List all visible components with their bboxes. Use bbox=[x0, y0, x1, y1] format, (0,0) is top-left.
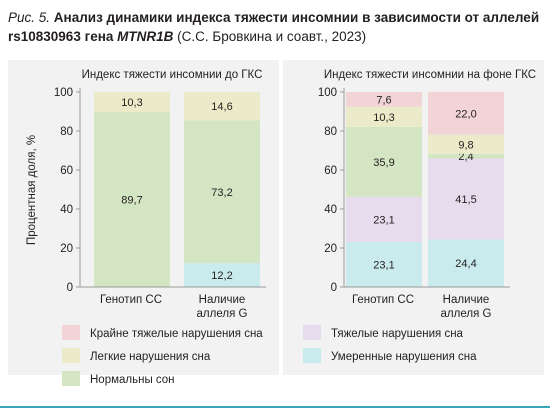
figure-title-text: Анализ динамики индекса тяжести инсомнии… bbox=[53, 10, 540, 25]
legend-swatch-light bbox=[62, 348, 80, 363]
y-tick-label: 100 bbox=[318, 87, 337, 99]
y-tick-label: 0 bbox=[331, 282, 337, 294]
data-label: 23,1 bbox=[373, 214, 394, 226]
legend-swatch-moderate bbox=[303, 348, 321, 363]
figure-label: Рис. 5. bbox=[8, 10, 51, 25]
y-tick-label: 40 bbox=[324, 204, 337, 216]
bar-segment-moderate bbox=[184, 263, 260, 287]
y-tick-label: 20 bbox=[60, 243, 73, 255]
bar-segment-light bbox=[346, 106, 422, 127]
chart-title: Индекс тяжести инсомнии на фоне ГКС bbox=[324, 69, 536, 81]
bar-segment-severe bbox=[346, 92, 422, 107]
y-tick-label: 80 bbox=[324, 126, 337, 138]
y-tick-label: 80 bbox=[60, 126, 73, 138]
legend-swatch-severe bbox=[62, 325, 80, 340]
bar-segment-light bbox=[94, 92, 170, 113]
data-label: 2,4 bbox=[458, 151, 473, 163]
legend-swatch-heavy bbox=[303, 325, 321, 340]
figure-source: (С.С. Бровкина и соавт., 2023) bbox=[177, 29, 367, 44]
legend-label-moderate: Умеренные нарушения сна bbox=[331, 351, 477, 363]
bar-segment-normal bbox=[184, 120, 260, 264]
y-axis-title: Процентная доля, % bbox=[26, 135, 38, 245]
data-label: 14,6 bbox=[211, 101, 232, 113]
data-label: 10,3 bbox=[121, 97, 142, 109]
data-label: 23,1 bbox=[373, 259, 394, 271]
data-label: 89,7 bbox=[121, 195, 142, 207]
y-tick-label: 20 bbox=[324, 243, 337, 255]
bar-segment-normal bbox=[428, 153, 504, 159]
x-category-label-line2: аллеля G bbox=[441, 308, 492, 320]
chart-title: Индекс тяжести инсомнии до ГКС bbox=[82, 69, 263, 81]
data-label: 7,6 bbox=[376, 94, 391, 106]
data-label: 35,9 bbox=[373, 157, 394, 169]
bar-segment-normal bbox=[94, 112, 170, 288]
data-label: 12,2 bbox=[211, 270, 232, 282]
data-label: 10,3 bbox=[373, 112, 394, 124]
x-category-label: Генотип СС bbox=[100, 294, 162, 306]
bar-segment-light bbox=[428, 134, 504, 154]
y-tick-label: 0 bbox=[67, 282, 73, 294]
bar-segment-severe bbox=[428, 91, 504, 135]
x-category-label: Наличие bbox=[199, 294, 246, 306]
y-tick-label: 60 bbox=[60, 165, 73, 177]
legend-swatch-normal bbox=[62, 371, 80, 386]
bar-segment-heavy bbox=[428, 158, 504, 240]
y-tick-label: 40 bbox=[60, 204, 73, 216]
bar-segment-moderate bbox=[428, 239, 504, 287]
data-label: 22,0 bbox=[455, 108, 476, 120]
figure-gene: MTNR1B bbox=[117, 29, 174, 44]
data-label: 73,2 bbox=[211, 187, 232, 199]
bar-segment-normal bbox=[346, 126, 422, 197]
data-label: 9,8 bbox=[458, 139, 473, 151]
legend-label-normal: Нормальны сон bbox=[90, 374, 175, 386]
legend-label-light: Легкие нарушения сна bbox=[90, 351, 211, 363]
x-category-label: Наличие bbox=[443, 294, 490, 306]
bar-segment-heavy bbox=[346, 196, 422, 242]
x-category-label-line2: аллеля G bbox=[197, 308, 248, 320]
data-label: 24,4 bbox=[455, 258, 476, 270]
figure-snp: rs10830963 гена bbox=[8, 29, 114, 44]
bottom-rule bbox=[0, 406, 550, 408]
y-tick-label: 100 bbox=[54, 87, 73, 99]
bar-segment-moderate bbox=[346, 241, 422, 287]
x-category-label: Генотип СС bbox=[352, 294, 414, 306]
bar-segment-light bbox=[184, 92, 260, 121]
legend-label-severe: Крайне тяжелые нарушения сна bbox=[90, 328, 263, 340]
data-label: 41,5 bbox=[455, 194, 476, 206]
legend-label-heavy: Тяжелые нарушения сна bbox=[331, 328, 464, 340]
figure-title: Рис. 5. Анализ динамики индекса тяжести … bbox=[8, 8, 544, 46]
y-tick-label: 60 bbox=[324, 165, 337, 177]
